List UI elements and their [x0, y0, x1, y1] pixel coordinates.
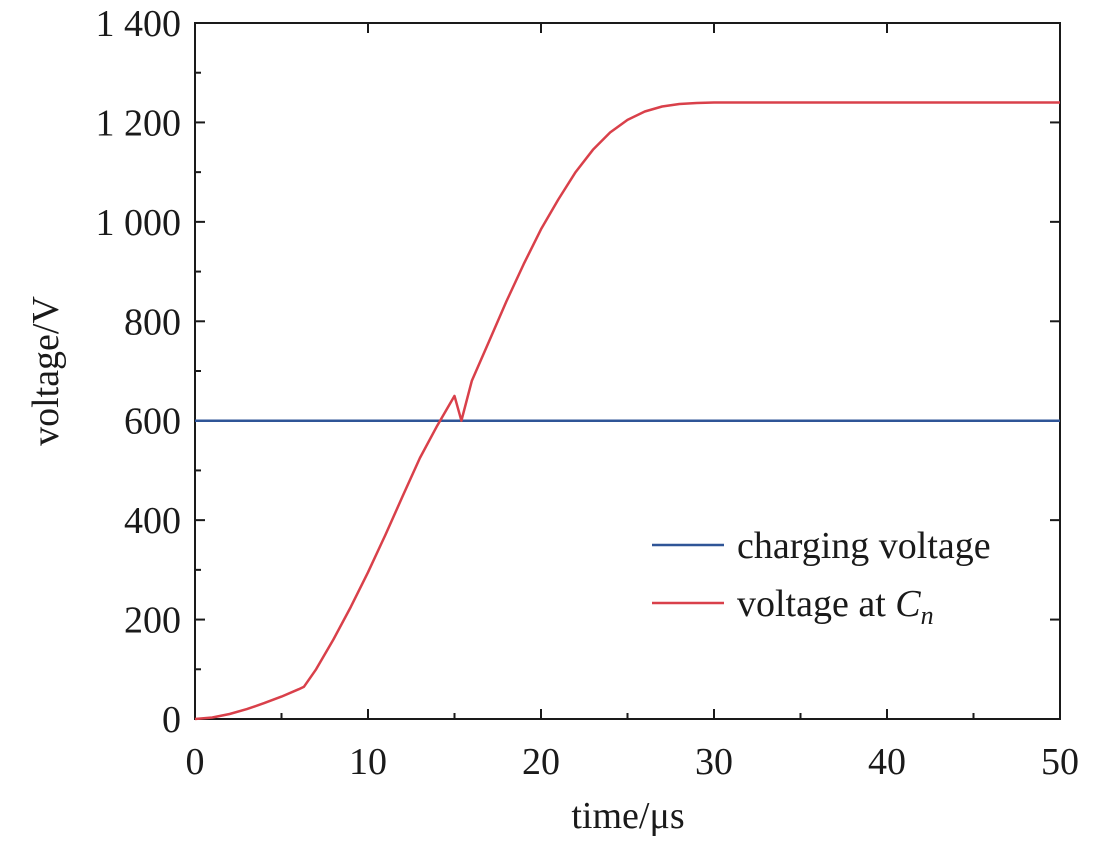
y-tick-label: 0: [162, 699, 181, 741]
legend-label-prefix: voltage at: [737, 583, 895, 625]
y-tick-label: 600: [124, 401, 181, 443]
x-tick-label: 20: [522, 741, 560, 783]
x-axis-title: time/μs: [571, 795, 684, 837]
x-tick-label: 40: [868, 741, 906, 783]
plot-axes: 0 10 20 30 40 50 0 200 400 600 800 1 000 1 200 1 400: [96, 3, 1080, 783]
y-tick-label: 1 200: [96, 102, 182, 144]
y-tick-label: 800: [124, 301, 181, 343]
legend-label-voltage-at-cn: voltage at Cn: [737, 583, 934, 630]
legend-label-symbol: C: [895, 583, 921, 625]
x-tick-label: 10: [349, 741, 387, 783]
y-axis-title: voltage/V: [25, 296, 67, 446]
chart-legend: charging voltage voltage at Cn: [652, 525, 991, 630]
y-tick-label: 1 000: [96, 202, 182, 244]
legend-label-subscript: n: [921, 601, 934, 630]
y-tick-label: 400: [124, 500, 181, 542]
legend-label-charging-voltage: charging voltage: [737, 525, 991, 567]
series-layer: [194, 101, 1060, 721]
y-tick-label: 1 400: [96, 3, 182, 45]
x-tick-label: 30: [695, 741, 733, 783]
x-tick-label: 50: [1041, 741, 1079, 783]
x-tick-label: 0: [186, 741, 205, 783]
y-tick-label: 200: [124, 600, 181, 642]
series-line-voltage-at-cn: [194, 101, 1060, 721]
